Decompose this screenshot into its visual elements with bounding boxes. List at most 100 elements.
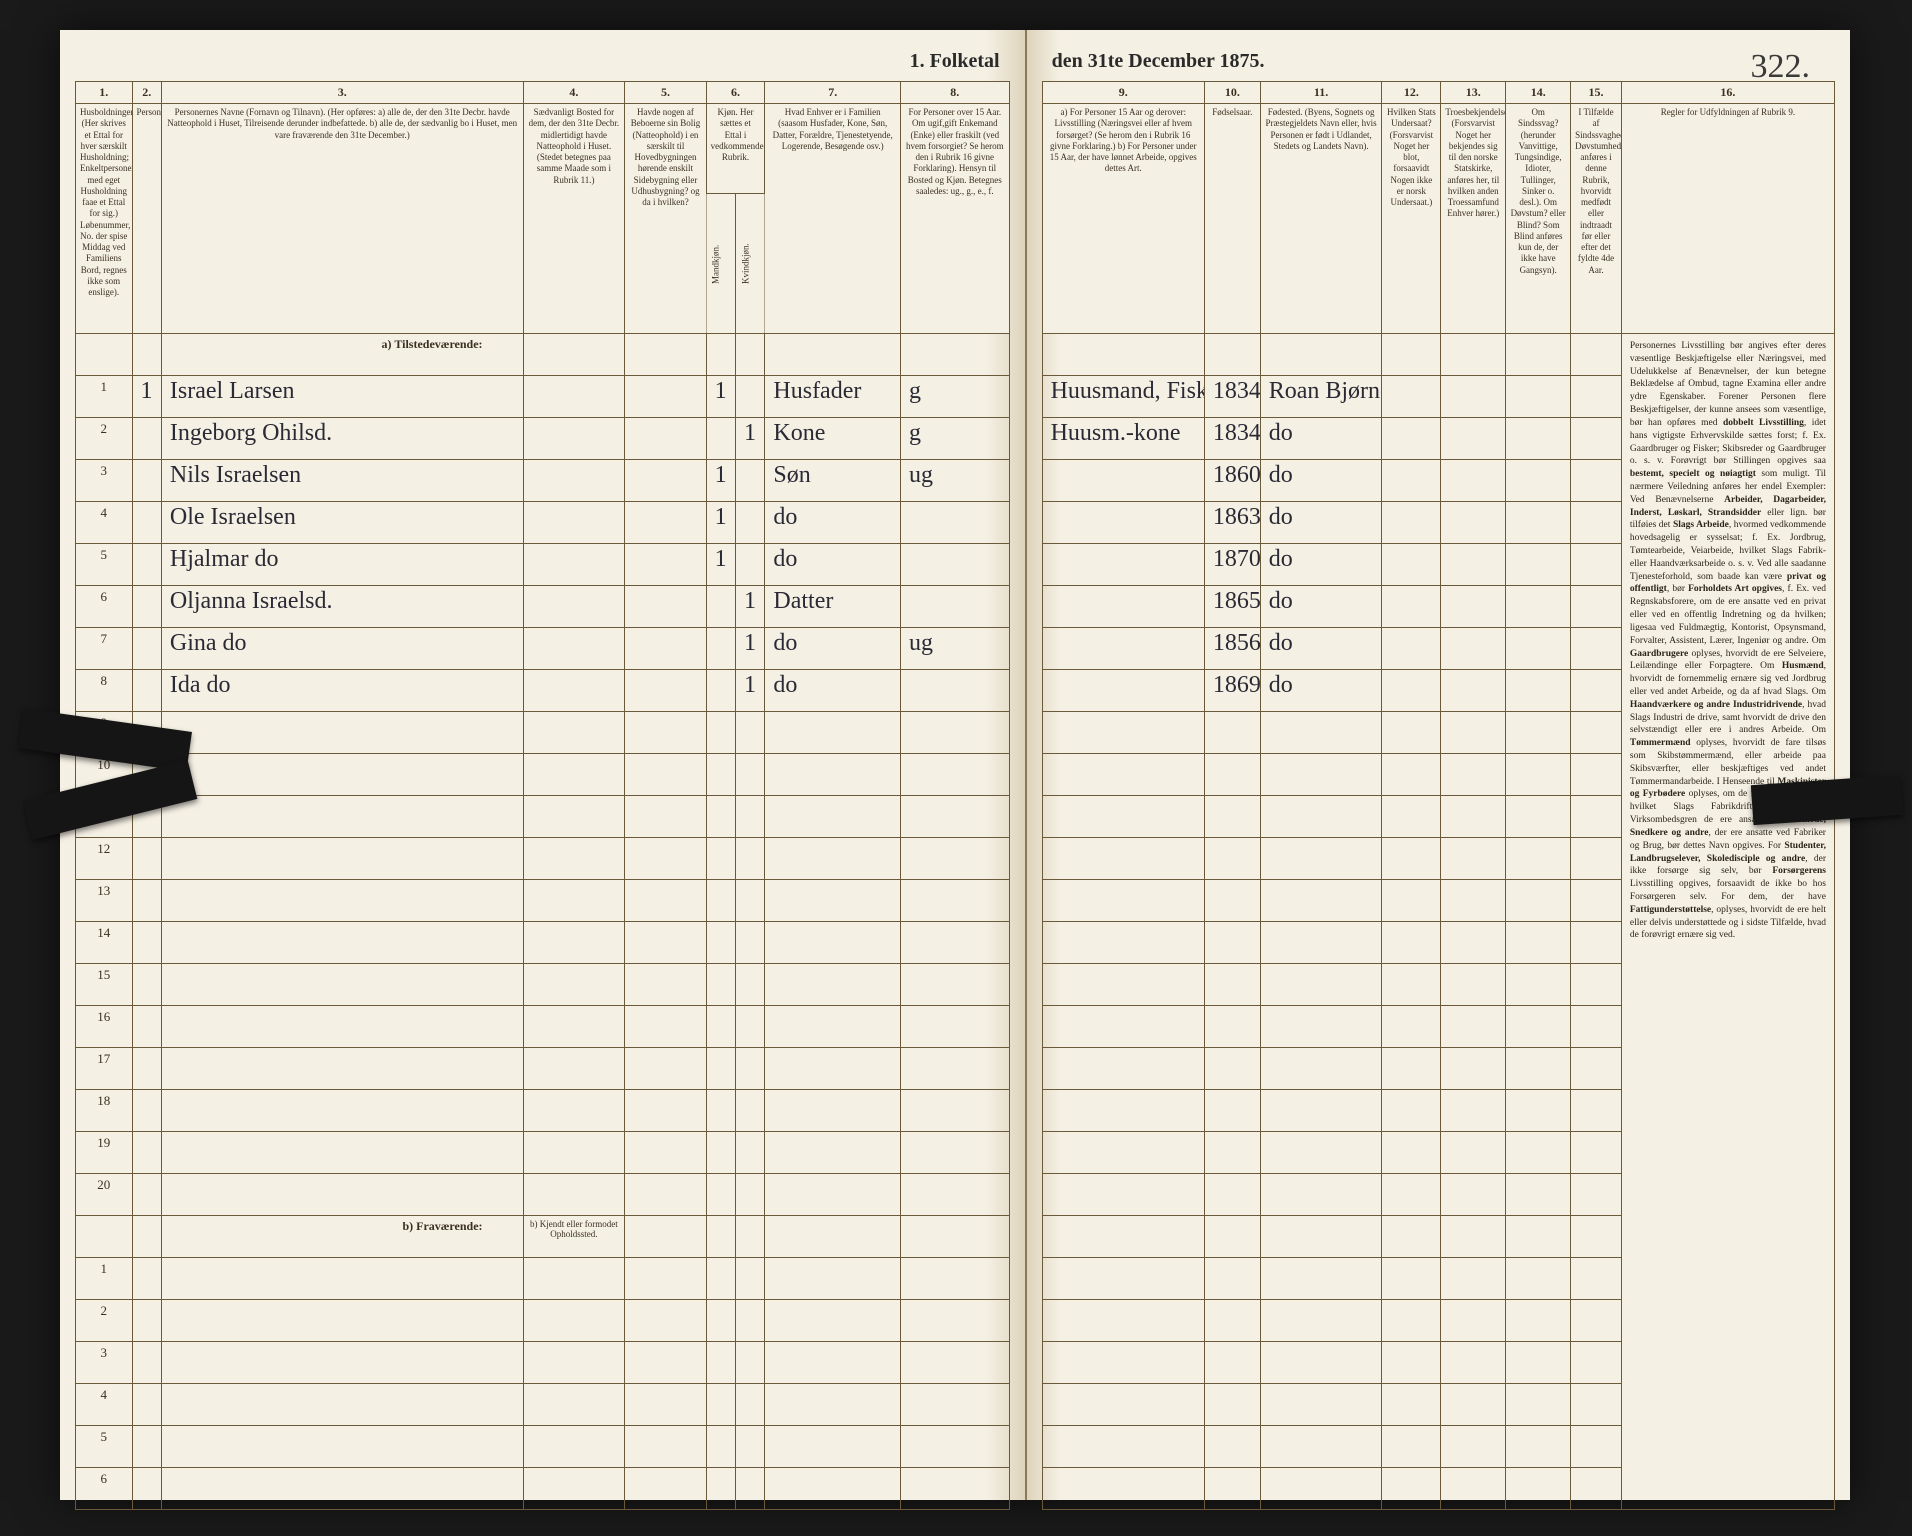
cell — [132, 586, 161, 628]
cell: 13 — [76, 880, 133, 922]
cell: Nils Israelsen — [161, 460, 523, 502]
cell — [1441, 670, 1506, 712]
cell: 1865 — [1204, 586, 1260, 628]
cell — [736, 544, 765, 586]
cell: 1 — [736, 418, 765, 460]
col-13-num: 13. — [1441, 82, 1506, 104]
cell — [736, 502, 765, 544]
col-6b-head: Kvindkjøn. — [736, 194, 765, 334]
cell: 4 — [76, 1384, 133, 1426]
cell — [1571, 544, 1622, 586]
cell: Huusm.-kone — [1042, 418, 1204, 460]
cell — [625, 376, 706, 418]
cell — [625, 628, 706, 670]
cell — [1042, 460, 1204, 502]
cell: 1 — [76, 1258, 133, 1300]
col-15-num: 15. — [1571, 82, 1622, 104]
cell: 1 — [736, 586, 765, 628]
title-right: den 31te December 1875. — [1042, 50, 1835, 73]
section-a-label: a) Tilstedeværende: — [161, 334, 523, 376]
cell — [1506, 502, 1571, 544]
col-11-num: 11. — [1260, 82, 1382, 104]
col-15-head: I Tilfælde af Sindssvaghed, Døvstumhed a… — [1571, 104, 1622, 334]
table-row: 20 — [76, 1174, 1010, 1216]
cell — [901, 670, 1010, 712]
cell — [1042, 502, 1204, 544]
table-row: 9 — [76, 712, 1010, 754]
table-row: 13 — [76, 880, 1010, 922]
cell: 1 — [706, 376, 735, 418]
table-row: 3Nils Israelsen 1 Sønug — [76, 460, 1010, 502]
col-2-num: 2. — [132, 82, 161, 104]
cell: do — [765, 628, 901, 670]
cell — [523, 586, 625, 628]
col-12-num: 12. — [1382, 82, 1441, 104]
cell: 2 — [76, 1300, 133, 1342]
table-row: 8Ida do 1 do — [76, 670, 1010, 712]
cell — [1506, 418, 1571, 460]
col-7-head: Hvad Enhver er i Familien (saasom Husfad… — [765, 104, 901, 334]
cell: 12 — [76, 838, 133, 880]
col-5-num: 5. — [625, 82, 706, 104]
title-left: 1. Folketal — [75, 50, 1010, 73]
cell: 1 — [736, 628, 765, 670]
col-9-head: a) For Personer 15 Aar og derover: Livss… — [1042, 104, 1204, 334]
table-row: 19 — [76, 1132, 1010, 1174]
cell: do — [1260, 544, 1382, 586]
cell: Roan Bjørnør — [1260, 376, 1382, 418]
cell: ug — [901, 628, 1010, 670]
cell: Ida do — [161, 670, 523, 712]
table-row: 4 — [76, 1384, 1010, 1426]
cell — [736, 460, 765, 502]
cell — [1382, 670, 1441, 712]
cell: Ingeborg Ohilsd. — [161, 418, 523, 460]
cell — [1042, 628, 1204, 670]
cell — [132, 418, 161, 460]
cell — [1571, 502, 1622, 544]
col-4-num: 4. — [523, 82, 625, 104]
cell — [1441, 376, 1506, 418]
cell — [1441, 628, 1506, 670]
cell — [1506, 544, 1571, 586]
table-row: 14 — [76, 922, 1010, 964]
cell: 1834 — [1204, 418, 1260, 460]
cell — [1506, 376, 1571, 418]
table-left: 1. 2. 3. 4. 5. 6. 7. 8. Husboldninger. (… — [75, 81, 1010, 1510]
cell — [1441, 460, 1506, 502]
cell: 2 — [76, 418, 133, 460]
cell — [1382, 376, 1441, 418]
table-row: 2 — [76, 1300, 1010, 1342]
cell: 1 — [706, 544, 735, 586]
cell: 17 — [76, 1048, 133, 1090]
cell — [625, 502, 706, 544]
cell — [1382, 628, 1441, 670]
cell: 19 — [76, 1132, 133, 1174]
cell: 4 — [76, 502, 133, 544]
col-2-head: Personer. — [132, 104, 161, 334]
cell: do — [1260, 502, 1382, 544]
cell: do — [1260, 460, 1382, 502]
cell: 18 — [76, 1090, 133, 1132]
cell — [1382, 418, 1441, 460]
table-row: 6 — [76, 1468, 1010, 1510]
table-row: 4Ole Israelsen 1 do — [76, 502, 1010, 544]
table-row: 16 — [76, 1006, 1010, 1048]
cell: do — [765, 544, 901, 586]
cell — [1571, 334, 1622, 376]
table-row: 12 — [76, 838, 1010, 880]
col-1-num: 1. — [76, 82, 133, 104]
cell — [706, 628, 735, 670]
left-page: 1. Folketal 1. 2. 3. 4. 5. 6. 7. 8. Hu — [60, 30, 1027, 1500]
table-row: 1 — [76, 1258, 1010, 1300]
cell — [625, 670, 706, 712]
table-row: 11 — [76, 796, 1010, 838]
cell: Huusmand, Fisker — [1042, 376, 1204, 418]
table-right: 9. 10. 11. 12. 13. 14. 15. 16. a) For Pe… — [1042, 81, 1835, 1510]
cell: 5 — [76, 544, 133, 586]
cell: 1834 — [1204, 376, 1260, 418]
cell — [901, 586, 1010, 628]
cell — [1204, 334, 1260, 376]
cell — [523, 418, 625, 460]
cell: 1 — [76, 376, 133, 418]
cell — [1571, 628, 1622, 670]
